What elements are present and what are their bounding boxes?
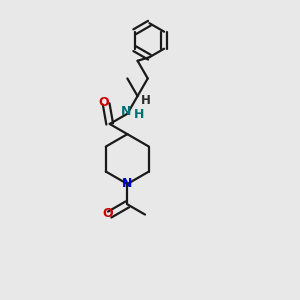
Text: H: H: [134, 108, 144, 122]
Text: N: N: [122, 178, 133, 190]
Text: N: N: [121, 105, 131, 118]
Text: H: H: [140, 94, 150, 107]
Text: O: O: [102, 207, 113, 220]
Text: O: O: [99, 96, 109, 109]
